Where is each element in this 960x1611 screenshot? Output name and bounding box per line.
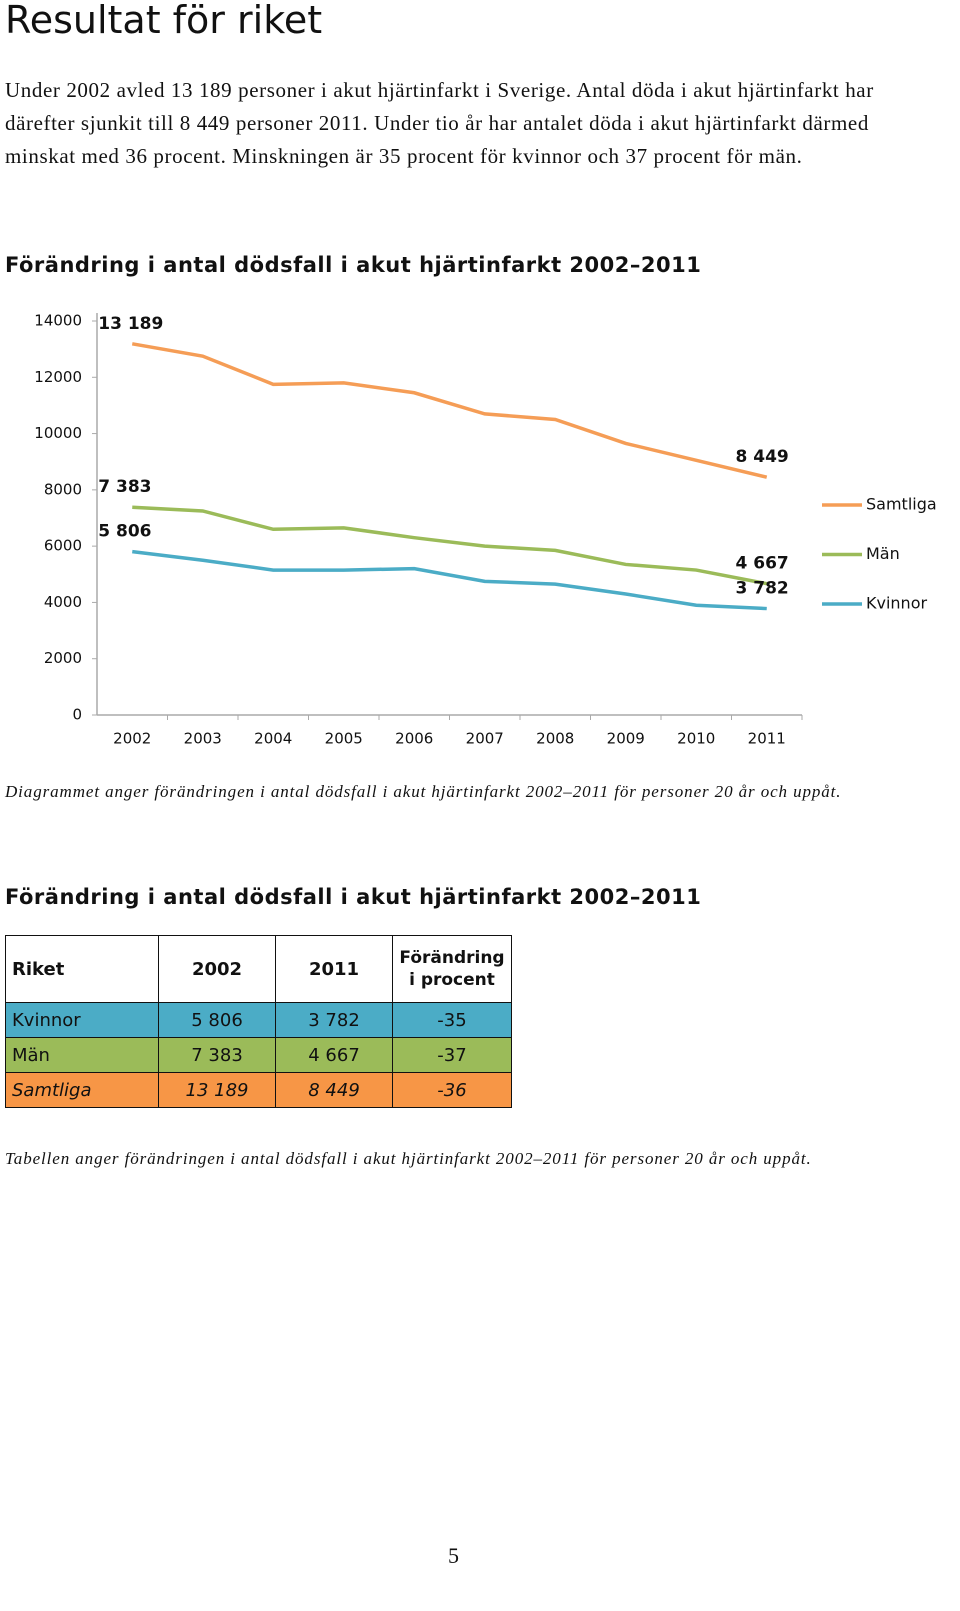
data-label: 5 806 [98, 522, 151, 542]
page-title: Resultat för riket [5, 0, 323, 42]
chart-caption: Diagrammet anger förändringen i antal dö… [5, 782, 842, 801]
legend-label: Kvinnor [866, 594, 927, 613]
cell: 8 449 [275, 1072, 393, 1108]
header-cell: 2011 [275, 935, 393, 1003]
legend-label: Män [866, 544, 900, 563]
data-label: 8 449 [736, 447, 789, 467]
header-cell: Riket [5, 935, 159, 1003]
cell: 7 383 [158, 1037, 276, 1073]
x-tick-label: 2011 [748, 730, 786, 748]
series-line [131, 342, 768, 479]
y-tick-label: 2000 [44, 649, 82, 667]
y-tick-label: 10000 [34, 424, 82, 442]
y-tick-label: 0 [72, 706, 82, 724]
cell: -36 [392, 1072, 512, 1108]
legend-label: Samtliga [866, 495, 937, 514]
chart-title: Förändring i antal dödsfall i akut hjärt… [5, 253, 702, 277]
y-tick-label: 12000 [34, 368, 82, 386]
series-line [132, 505, 768, 586]
data-label: 3 782 [736, 579, 789, 599]
cell: -37 [392, 1037, 512, 1073]
data-label: 4 667 [736, 554, 789, 574]
x-tick-label: 2005 [325, 730, 363, 748]
header-row: Riket 2002 2011 Förändring i procent [5, 935, 512, 1003]
cell: 3 782 [275, 1002, 393, 1038]
table-caption: Tabellen anger förändringen i antal döds… [5, 1149, 812, 1168]
data-label: 7 383 [98, 477, 151, 497]
table-title: Förändring i antal dödsfall i akut hjärt… [5, 885, 702, 909]
y-tick-label: 6000 [44, 537, 82, 555]
x-tick-label: 2009 [607, 730, 645, 748]
x-tick-label: 2004 [254, 730, 292, 748]
intro-text: Under 2002 avled 13 189 personer i akut … [5, 78, 874, 168]
data-label: 13 189 [98, 314, 163, 334]
y-tick-label: 8000 [44, 480, 82, 498]
cell: -35 [392, 1002, 512, 1038]
header-cell: Förändring i procent [392, 935, 512, 1003]
x-tick-label: 2008 [536, 730, 574, 748]
x-tick-label: 2007 [466, 730, 504, 748]
cell: 13 189 [158, 1072, 276, 1108]
page-number: 5 [448, 1543, 459, 1568]
series-line [132, 549, 767, 611]
cell: Samtliga [5, 1072, 159, 1108]
result-table: Riket 2002 2011 Förändring i procent Kvi… [5, 935, 512, 1108]
x-tick-label: 2003 [184, 730, 222, 748]
x-tick-label: 2006 [395, 730, 433, 748]
row: Samtliga 13 189 8 449 -36 [5, 1072, 512, 1108]
cell: Män [5, 1037, 159, 1073]
row: Kvinnor 5 806 3 782 -35 [5, 1002, 512, 1038]
x-tick-label: 2010 [677, 730, 715, 748]
chart: 0 2000 4000 6000 8000 10000 12000 14000 2002 2003… [34, 312, 937, 748]
row: Män 7 383 4 667 -37 [5, 1037, 512, 1073]
cell: Kvinnor [5, 1002, 159, 1038]
x-tick-label: 2002 [113, 730, 151, 748]
y-tick-label: 4000 [44, 593, 82, 611]
y-tick-label: 14000 [34, 312, 82, 330]
header-cell: 2002 [158, 935, 276, 1003]
cell: 5 806 [158, 1002, 276, 1038]
cell: 4 667 [275, 1037, 393, 1073]
